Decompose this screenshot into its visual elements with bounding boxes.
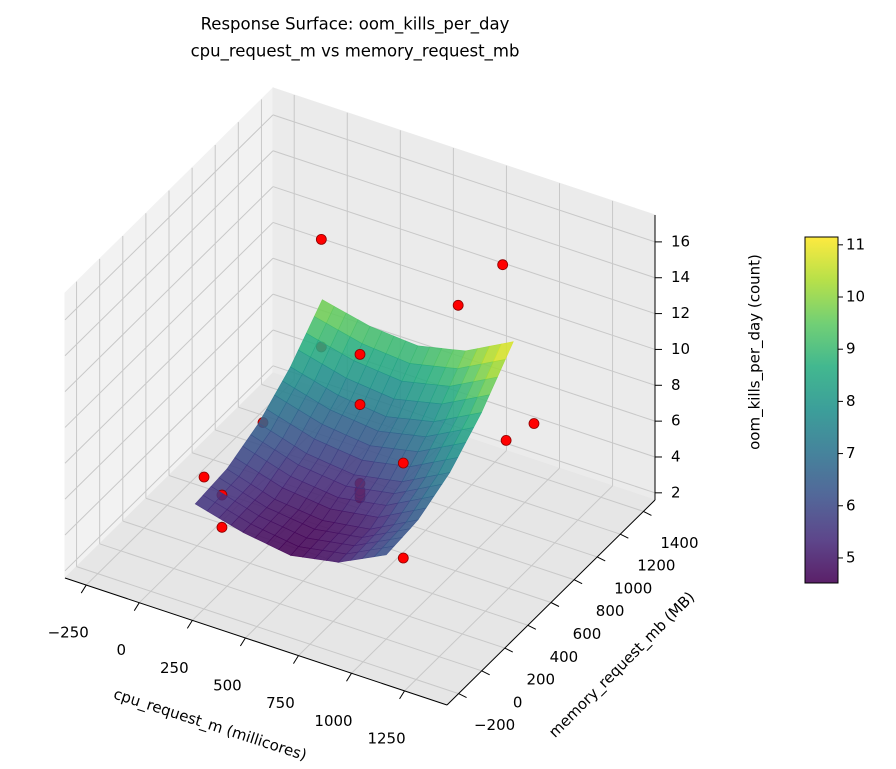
chart-subtitle: cpu_request_m vs memory_request_mb: [191, 42, 520, 62]
y-tick-label: 800: [596, 602, 625, 620]
y-tick-label: 1200: [637, 557, 675, 575]
z-tick-label: 14: [671, 268, 690, 286]
y-tick-label: 0: [513, 693, 523, 711]
x-tick: [80, 584, 87, 594]
scatter-point: [528, 418, 540, 429]
x-tick-label: 250: [160, 659, 189, 677]
scatter-point: [497, 259, 509, 271]
colorbar-gradient: [804, 236, 839, 584]
scene: [194, 233, 540, 564]
x-tick: [346, 672, 352, 682]
grid-line: [64, 222, 274, 428]
x-tick-label: 750: [266, 694, 295, 712]
axis-line: [446, 499, 656, 706]
y-tick-label: 1400: [660, 534, 698, 552]
z-tick-label: 12: [671, 304, 690, 322]
y-tick-label: −200: [474, 716, 515, 734]
colorbar-tick-label: 5: [846, 548, 856, 566]
x-tick: [133, 602, 140, 611]
colorbar: 5 6 7 8 9 10 11: [804, 235, 865, 584]
y-tick: [527, 624, 537, 630]
grid-line: [64, 150, 274, 357]
panes: −250025050075010001250−20002004006008001…: [48, 86, 699, 747]
colorbar-tick-label: 8: [846, 392, 856, 410]
x-tick-label: −250: [48, 624, 89, 642]
colorbar-tick-label: 7: [846, 444, 856, 462]
y-tick: [573, 579, 583, 585]
x-tick: [399, 690, 405, 700]
chart-title: Response Surface: oom_kills_per_day: [201, 15, 510, 35]
grid-line: [272, 186, 656, 315]
grid-line: [64, 293, 274, 500]
scatter-point: [216, 521, 228, 533]
y-tick: [550, 602, 560, 607]
y-tick: [481, 670, 490, 676]
grid-line: [99, 543, 482, 672]
scatter-point: [354, 348, 366, 360]
colorbar-tick-label: 11: [846, 235, 865, 253]
grid-line: [76, 566, 459, 695]
scatter-point: [397, 457, 409, 469]
y-tick: [504, 647, 514, 653]
z-tick-label: 16: [671, 232, 690, 250]
grid-line: [122, 520, 505, 649]
grid-line: [272, 150, 656, 279]
scatter-point: [354, 399, 366, 410]
grid-line: [272, 257, 656, 386]
grid-line: [64, 365, 274, 572]
x-tick-label: 500: [213, 676, 242, 694]
scatter-point: [198, 471, 210, 483]
y-tick: [620, 533, 629, 539]
x-tick: [293, 655, 299, 664]
surface-patch: [373, 545, 395, 558]
grid-line: [64, 186, 274, 392]
z-tick-label: 8: [671, 376, 681, 394]
y-tick: [596, 556, 606, 562]
z-axis-label: oom_kills_per_day (count): [746, 254, 765, 450]
grid-line: [64, 114, 274, 321]
y-tick: [643, 510, 652, 516]
grid-line: [64, 329, 274, 536]
grid-line: [64, 257, 274, 464]
grid-line: [272, 114, 656, 243]
scatter-point: [500, 434, 512, 446]
x-tick-label: 1000: [314, 712, 352, 730]
scatter-point: [397, 552, 409, 564]
x-tick-label: 0: [117, 641, 127, 659]
z-tick-label: 4: [671, 447, 681, 465]
colorbar-tick-label: 9: [846, 340, 856, 358]
scatter-point: [315, 233, 327, 245]
axis-line: [64, 577, 448, 706]
grid-line: [272, 221, 656, 350]
y-tick-label: 600: [573, 625, 602, 643]
colorbar-tick-label: 10: [846, 288, 865, 306]
y-tick-label: 1000: [614, 579, 652, 597]
x-tick-label: 1250: [367, 729, 405, 747]
y-tick-label: 400: [550, 648, 579, 666]
z-tick-label: 6: [671, 412, 681, 430]
y-tick: [458, 693, 467, 699]
x-tick: [239, 637, 246, 647]
scatter-point: [452, 299, 464, 311]
y-tick-label: 200: [526, 671, 555, 689]
z-tick-label: 10: [671, 340, 690, 358]
x-tick: [186, 620, 193, 629]
colorbar-tick-label: 6: [846, 496, 856, 514]
z-tick-label: 2: [671, 483, 681, 501]
